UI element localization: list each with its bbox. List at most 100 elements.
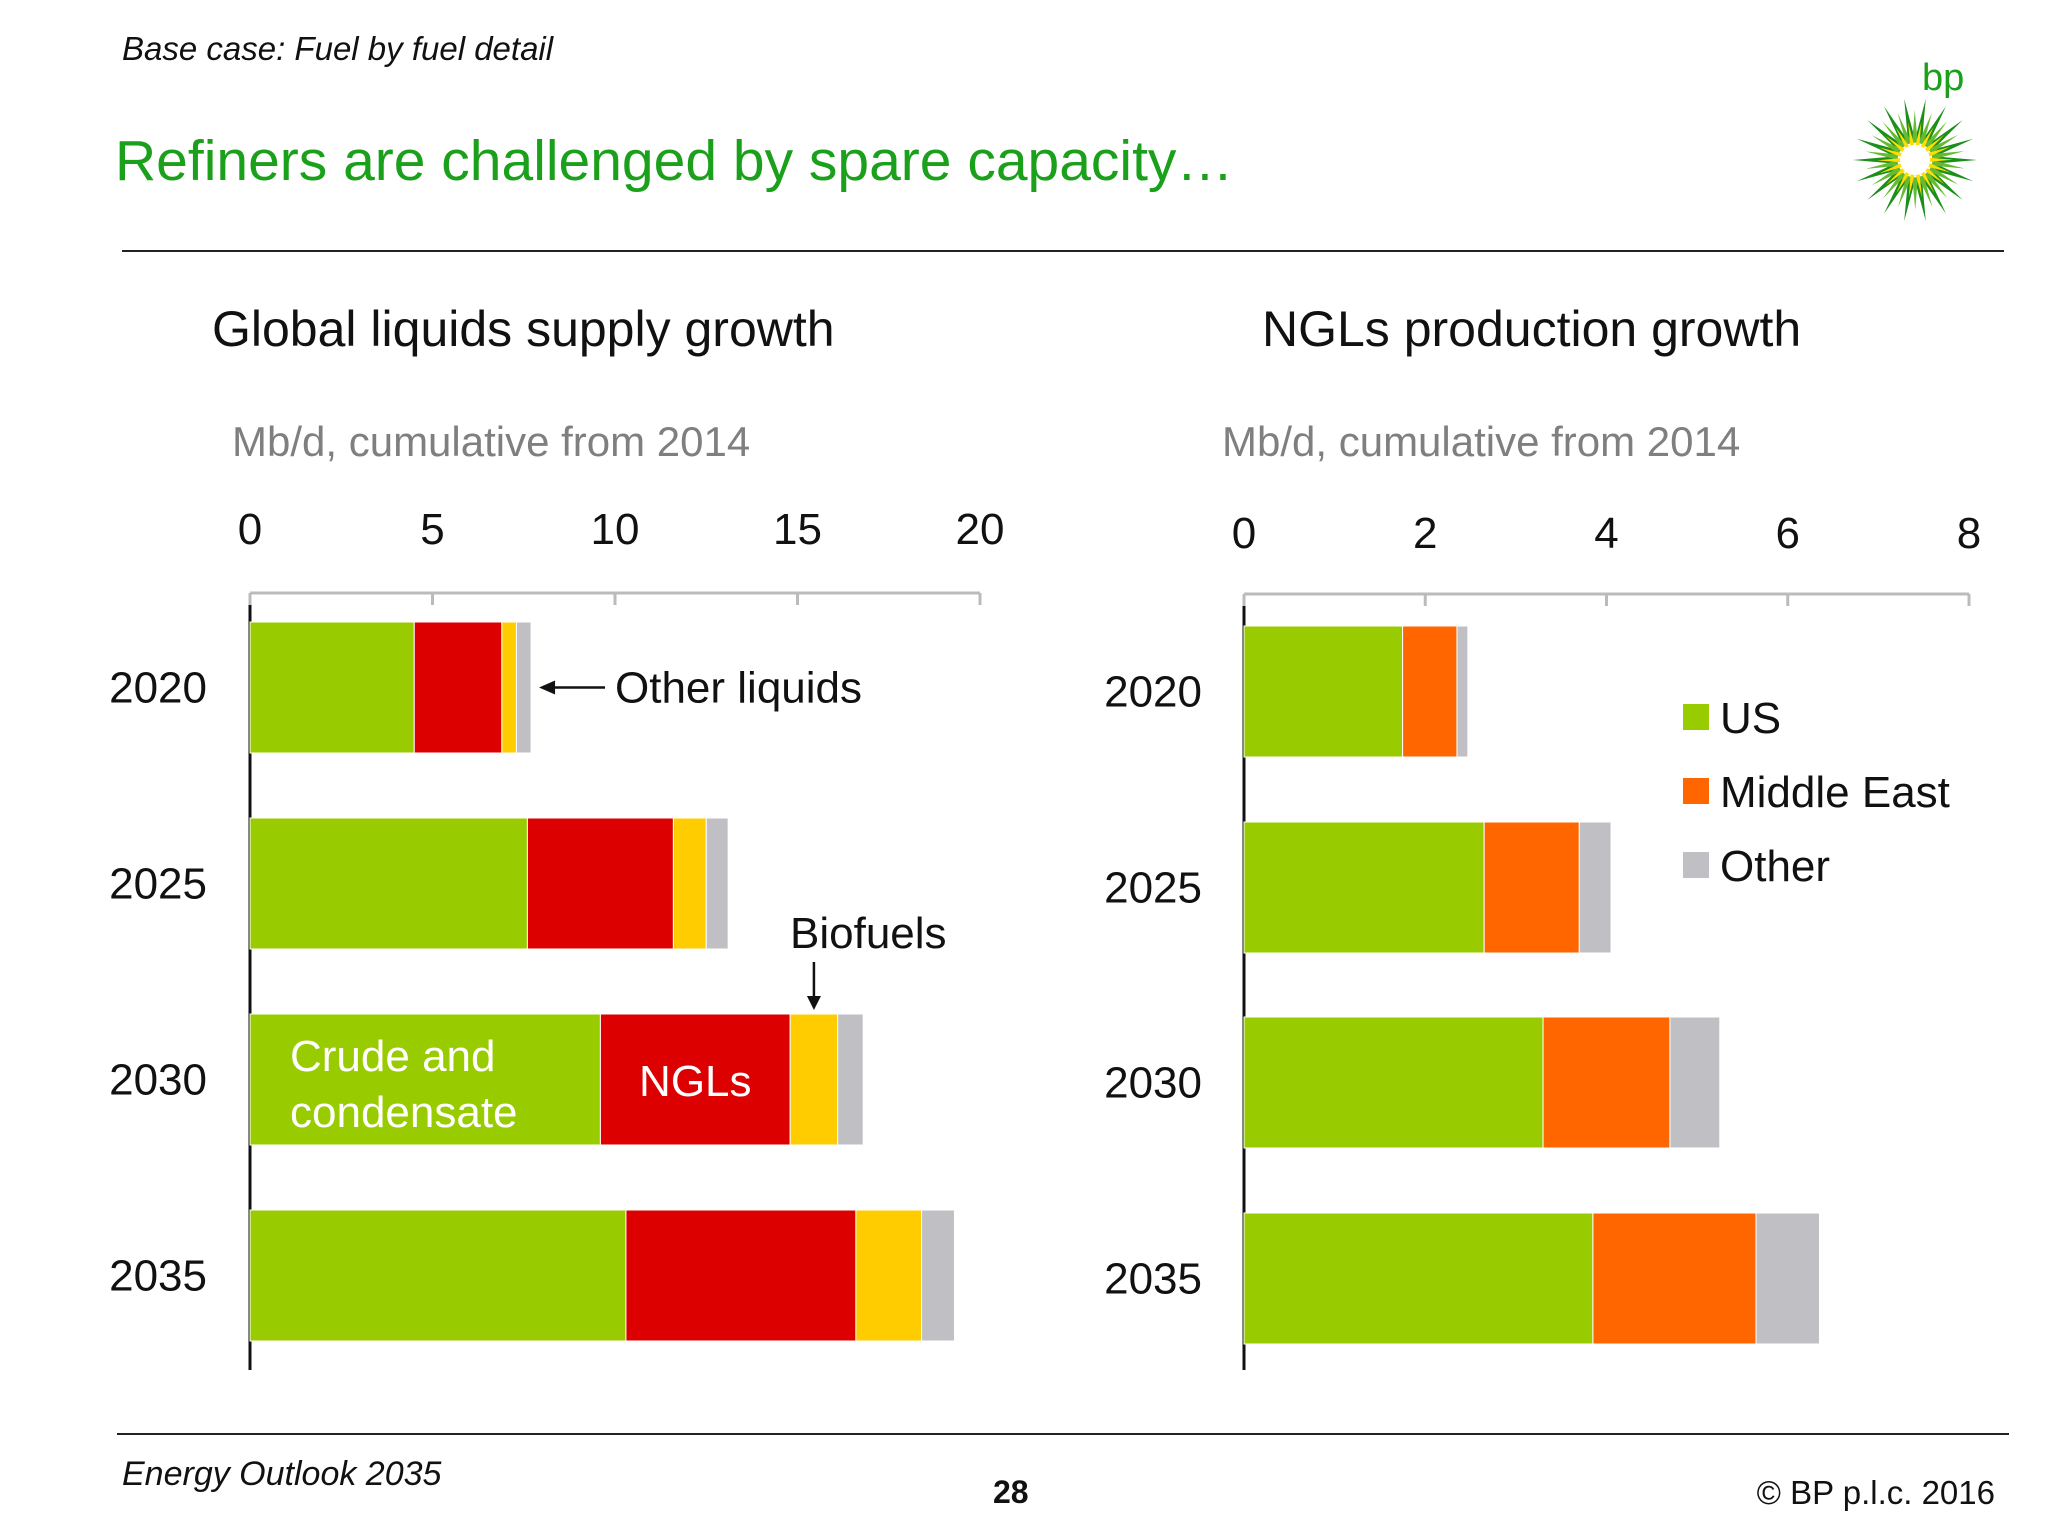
right-x-tick-label: 4	[1594, 509, 1618, 558]
left-x-tick-label: 20	[956, 505, 1005, 554]
other-liquids-arrow-head	[539, 680, 556, 695]
biofuels-arrow-head	[806, 996, 821, 1010]
left-bar-crude-2030	[249, 1013, 601, 1146]
left-category-label: 2020	[109, 664, 207, 713]
right-bar-other-2020	[1456, 625, 1469, 758]
logo-petal	[1882, 121, 1906, 149]
left-category-label: 2025	[109, 860, 207, 909]
right-x-tick-label: 6	[1776, 509, 1800, 558]
logo-petal	[1933, 164, 1974, 182]
annotation-crude-line2: condensate	[290, 1088, 518, 1137]
logo-petal	[1931, 151, 1965, 160]
left-x-tick-label: 10	[591, 505, 640, 554]
logo-petal	[1922, 106, 1946, 144]
right-chart-unit: Mb/d, cumulative from 2014	[1222, 418, 1741, 465]
bp-logo: bp	[1853, 57, 1977, 222]
right-x-tick-label: 8	[1957, 509, 1981, 558]
left-bar-ngls-2035	[625, 1209, 857, 1342]
logo-petal	[1877, 158, 1902, 163]
right-bar-other-2025	[1578, 821, 1612, 954]
annotation-biofuels: Biofuels	[790, 909, 947, 958]
logo-petal	[1897, 113, 1912, 145]
logo-petal	[1904, 98, 1915, 140]
left-bar-ngls-2025	[526, 817, 674, 950]
left-x-tick-label: 0	[238, 505, 262, 554]
right-bar-middle-east-2030	[1542, 1016, 1671, 1149]
logo-petal	[1896, 170, 1911, 194]
logo-center	[1900, 145, 1930, 175]
right-bar-other-2030	[1669, 1016, 1721, 1149]
logo-petal	[1915, 98, 1926, 140]
left-category-label: 2035	[109, 1252, 207, 1301]
logo-petal	[1898, 175, 1912, 208]
logo-petal	[1908, 172, 1915, 198]
left-bar-crude-2035	[249, 1209, 627, 1342]
right-bar-middle-east-2035	[1592, 1212, 1757, 1345]
logo-petal	[1865, 160, 1899, 169]
logo-petal	[1884, 106, 1908, 144]
annotation-ngls: NGLs	[639, 1057, 751, 1106]
legend-label-other: Other	[1720, 842, 1830, 891]
logo-text: bp	[1922, 57, 1964, 99]
logo-petal	[1918, 175, 1933, 207]
header-divider	[122, 250, 2004, 252]
left-bar-ngls-2020	[413, 621, 503, 754]
logo-petal	[1923, 135, 1944, 154]
footer-divider	[117, 1433, 2009, 1435]
logo-petal	[1865, 151, 1899, 160]
left-bar-biofuels-2025	[672, 817, 707, 950]
left-bar-biofuels-2020	[501, 621, 517, 754]
left-x-tick-label: 15	[773, 505, 822, 554]
right-x-tick-label: 2	[1413, 509, 1437, 558]
left-bar-ngls-2030	[599, 1013, 791, 1146]
legend-label-middle-east: Middle East	[1720, 768, 1950, 817]
left-bar-biofuels-2035	[855, 1209, 923, 1342]
legend-swatch-us	[1683, 704, 1709, 730]
copyright: © BP p.l.c. 2016	[1756, 1474, 1995, 1511]
logo-petal	[1856, 164, 1897, 182]
left-chart-title: Global liquids supply growth	[212, 301, 835, 357]
logo-petal	[1924, 171, 1948, 199]
annotation-crude-line1: Crude and	[290, 1032, 495, 1081]
logo-petal	[1918, 112, 1932, 145]
logo-petal	[1923, 166, 1945, 185]
right-bar-middle-east-2020	[1402, 625, 1458, 758]
logo-petal	[1919, 126, 1934, 150]
left-chart-unit: Mb/d, cumulative from 2014	[232, 418, 751, 465]
logo-petal	[1928, 157, 1953, 162]
logo-petal	[1885, 135, 1907, 154]
logo-petal	[1926, 162, 1951, 173]
left-bar-other-2025	[705, 817, 729, 950]
page-title: Refiners are challenged by spare capacit…	[115, 129, 1234, 193]
right-bar-other-2035	[1755, 1212, 1820, 1345]
logo-petal	[1883, 171, 1907, 199]
logo-petal	[1895, 127, 1911, 150]
section-label: Base case: Fuel by fuel detail	[122, 30, 554, 67]
legend-swatch-other	[1683, 852, 1709, 878]
left-bar-biofuels-2030	[789, 1013, 839, 1146]
logo-petal	[1884, 176, 1908, 214]
logo-petal	[1931, 160, 1965, 169]
logo-petal	[1926, 146, 1951, 158]
page-number: 28	[993, 1474, 1029, 1510]
annotation-other-liquids: Other liquids	[615, 664, 862, 713]
right-category-label: 2020	[1104, 668, 1202, 717]
logo-petal	[1923, 121, 1947, 149]
left-category-label: 2030	[109, 1056, 207, 1105]
left-bar-crude-2025	[249, 817, 528, 950]
footer-publication: Energy Outlook 2035	[122, 1455, 442, 1493]
logo-petal	[1871, 135, 1902, 154]
logo-petal	[1928, 166, 1959, 185]
legend-swatch-middle-east	[1683, 778, 1709, 804]
right-bar-us-2035	[1243, 1212, 1594, 1345]
legend-label-us: US	[1720, 694, 1781, 743]
left-bar-other-2030	[837, 1013, 864, 1146]
logo-petal	[1886, 166, 1907, 185]
left-bar-other-2035	[921, 1209, 955, 1342]
right-bar-middle-east-2025	[1483, 821, 1580, 954]
left-x-tick-label: 5	[420, 505, 444, 554]
left-bar-other-2020	[515, 621, 532, 754]
logo-petal	[1879, 147, 1904, 158]
